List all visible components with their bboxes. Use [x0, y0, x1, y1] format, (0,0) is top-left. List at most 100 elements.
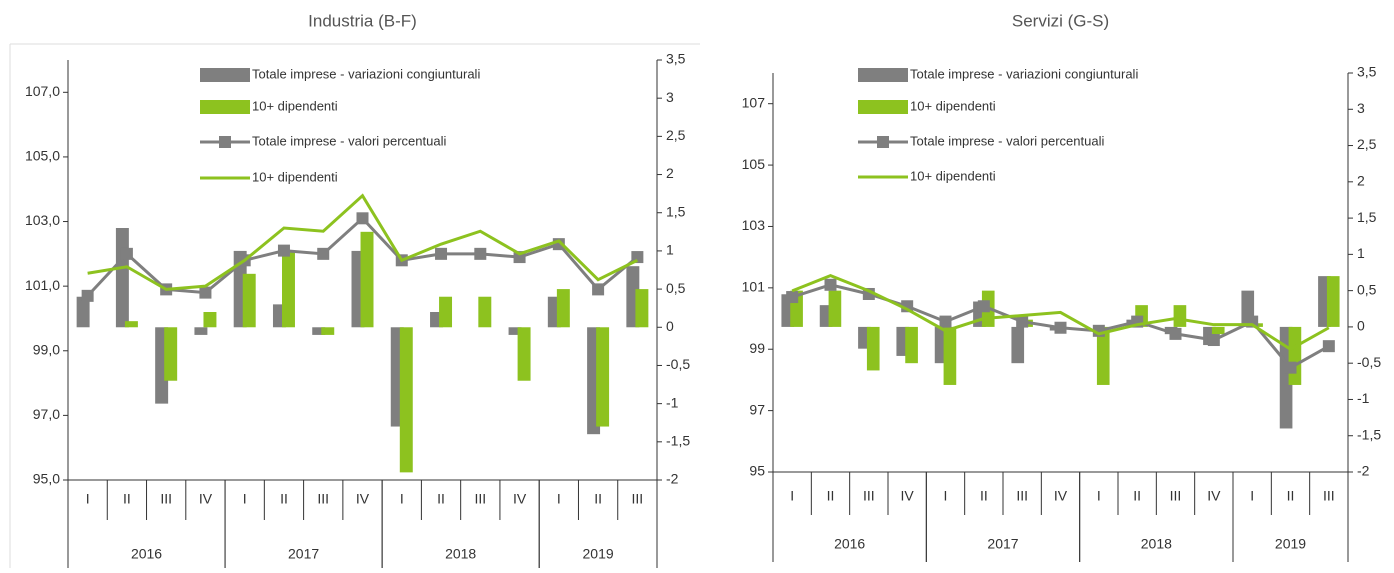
legend-label: Totale imprese - variazioni congiuntural… [252, 66, 480, 81]
line-marker [199, 286, 212, 299]
x-tick-label: I [243, 491, 247, 507]
bar [478, 296, 492, 328]
x-tick-label: I [790, 488, 794, 504]
y2-tick-label: 3 [666, 89, 674, 105]
line-marker [81, 289, 94, 302]
line-marker [1054, 321, 1067, 334]
x-tick-label: II [827, 488, 835, 504]
x-tick-label: IV [356, 491, 370, 507]
bar [115, 228, 129, 328]
year-label: 2018 [1141, 536, 1172, 552]
line-marker [592, 283, 605, 296]
line-marker [120, 247, 133, 260]
year-label: 2019 [1275, 536, 1306, 552]
bar [866, 326, 880, 371]
legend-label: 10+ dipendenti [910, 98, 996, 113]
line-marker [939, 315, 952, 328]
bar [76, 296, 90, 328]
y2-tick-label: 0,5 [666, 280, 686, 296]
bar [508, 327, 522, 335]
line-marker [317, 247, 330, 260]
legend-swatch [858, 68, 908, 82]
x-tick-label: I [1250, 488, 1254, 504]
x-tick-label: II [980, 488, 988, 504]
x-tick-label: IV [199, 491, 213, 507]
line-marker [824, 278, 837, 291]
legend-marker [877, 136, 889, 148]
y-tick-label: 99,0 [33, 341, 60, 357]
bar [242, 273, 256, 328]
y2-tick-label: 0,5 [1357, 281, 1377, 297]
year-label: 2016 [834, 536, 865, 552]
bar [517, 327, 531, 381]
y-tick-label: 105,0 [25, 148, 60, 164]
y2-tick-label: 1,5 [1357, 209, 1377, 225]
line-marker [435, 247, 448, 260]
legend-label: Totale imprese - variazioni congiuntural… [910, 66, 1138, 81]
line-marker [474, 247, 487, 260]
line [791, 273, 1330, 351]
y2-tick-label: 1 [1357, 245, 1365, 261]
chart-title: Servizi (G-S) [1012, 11, 1109, 30]
x-tick-label: IV [1054, 488, 1068, 504]
line-marker [1284, 361, 1297, 374]
x-tick-label: IV [901, 488, 915, 504]
chart-title: Industria (B-F) [308, 11, 417, 30]
x-tick-label: II [437, 491, 445, 507]
line-marker [977, 300, 990, 313]
y-tick-label: 99 [749, 340, 765, 356]
y2-tick-label: -2 [1357, 463, 1370, 479]
bar [399, 327, 413, 473]
x-tick-label: II [280, 491, 288, 507]
bar [164, 327, 178, 381]
legend-swatch [858, 100, 908, 114]
bar [1011, 326, 1025, 364]
legend-label: 10+ dipendenti [910, 168, 996, 183]
legend-label: 10+ dipendenti [252, 98, 338, 113]
x-tick-label: III [317, 491, 329, 507]
bar [1326, 276, 1340, 327]
bar [943, 326, 957, 385]
y-tick-label: 97,0 [33, 406, 60, 422]
bar [312, 327, 326, 335]
x-tick-label: III [474, 491, 486, 507]
y2-tick-label: 0 [666, 318, 674, 334]
bar [596, 327, 610, 427]
x-tick-label: III [863, 488, 875, 504]
x-tick-label: I [557, 491, 561, 507]
y2-tick-label: -1 [1357, 390, 1370, 406]
y2-tick-label: -0,5 [666, 356, 690, 372]
x-tick-label: II [1133, 488, 1141, 504]
y-tick-label: 105 [742, 156, 766, 172]
y2-tick-label: 2 [1357, 173, 1365, 189]
y2-tick-label: 3 [1357, 100, 1365, 116]
y-tick-label: 97 [749, 401, 765, 417]
y2-tick-label: 3,5 [1357, 64, 1377, 80]
y2-tick-label: 2,5 [666, 127, 686, 143]
line-marker [513, 251, 526, 264]
bar [360, 231, 374, 328]
x-tick-label: III [1170, 488, 1182, 504]
x-tick-label: III [1323, 488, 1335, 504]
x-tick-label: II [1287, 488, 1295, 504]
year-label: 2016 [131, 546, 162, 562]
x-tick-label: I [400, 491, 404, 507]
x-tick-label: II [594, 491, 602, 507]
x-tick-label: III [160, 491, 172, 507]
line [87, 193, 639, 291]
y-tick-label: 101,0 [25, 277, 60, 293]
legend-swatch [200, 100, 250, 114]
y-tick-label: 103 [742, 217, 766, 233]
line-marker [356, 212, 369, 225]
x-tick-label: I [86, 491, 90, 507]
y-tick-label: 95 [749, 463, 765, 479]
bar [203, 312, 217, 328]
bar [828, 290, 842, 327]
y2-tick-label: -0,5 [1357, 354, 1381, 370]
year-label: 2018 [445, 546, 476, 562]
y2-tick-label: 2 [666, 165, 674, 181]
y-tick-label: 107 [742, 94, 766, 110]
line-marker [631, 251, 644, 264]
x-tick-label: IV [1207, 488, 1221, 504]
